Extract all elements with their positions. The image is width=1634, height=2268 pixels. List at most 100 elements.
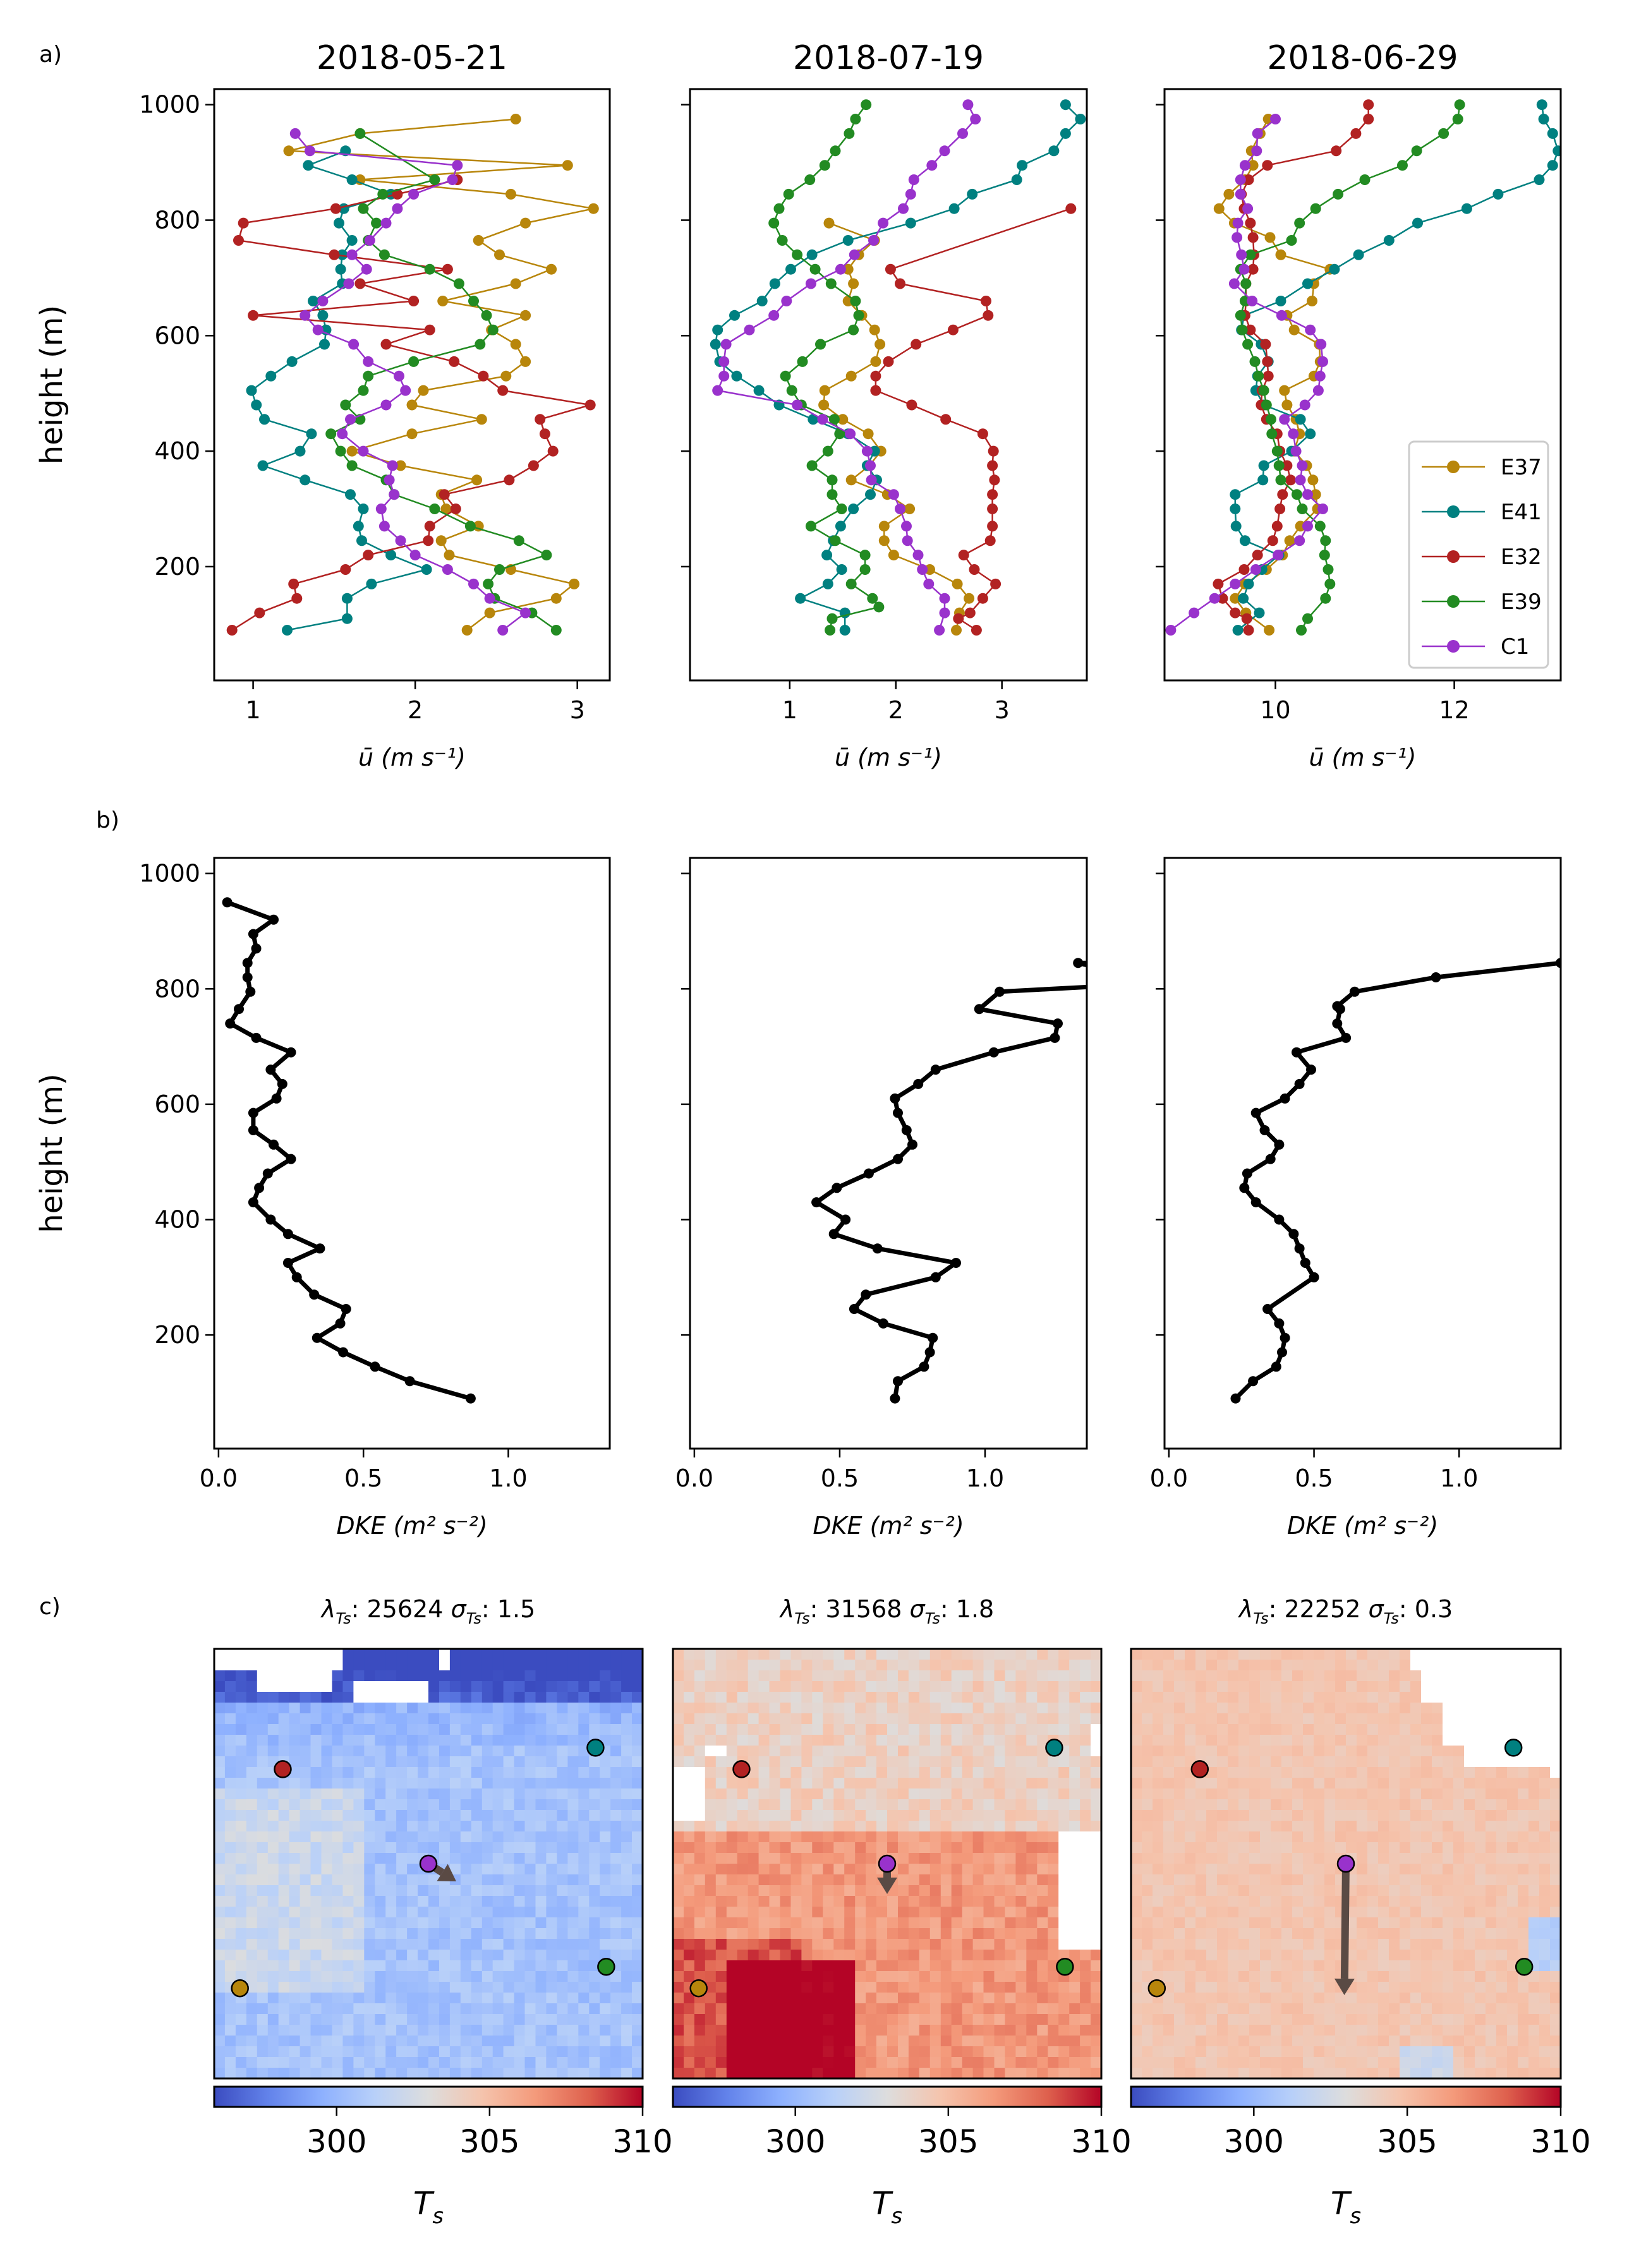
- map-cell: [524, 1950, 536, 1961]
- map-cell: [673, 1885, 684, 1897]
- map-cell: [278, 1950, 290, 1961]
- map-cell: [300, 1907, 312, 1918]
- map-cell: [994, 1649, 1006, 1660]
- data-point-e37: [569, 578, 580, 589]
- map-cell: [1357, 1864, 1368, 1875]
- data-point-e32: [1331, 145, 1342, 157]
- map-cell: [589, 1756, 600, 1768]
- map-cell: [524, 1874, 536, 1886]
- map-cell: [1206, 1821, 1218, 1832]
- map-cell: [726, 1982, 738, 1993]
- map-cell: [235, 1842, 247, 1854]
- data-point-e32: [449, 356, 460, 367]
- map-cell: [919, 2057, 931, 2068]
- data-point-e39: [804, 174, 816, 185]
- map-cell: [246, 1950, 258, 1961]
- map-cell: [439, 1713, 451, 1725]
- map-cell: [780, 1649, 792, 1660]
- map-cell: [1443, 1788, 1454, 1800]
- data-point-e32: [248, 310, 259, 321]
- map-cell: [1432, 1810, 1443, 1821]
- map-cell: [589, 1681, 600, 1692]
- map-cell: [557, 1692, 568, 1703]
- data-point-dke: [338, 1347, 349, 1358]
- map-cell: [1080, 2057, 1091, 2068]
- map-cell: [758, 1660, 770, 1671]
- map-cell: [876, 2068, 888, 2079]
- map-cell: [1539, 1810, 1551, 1821]
- map-cell: [578, 1982, 590, 1993]
- data-point-e37: [510, 114, 521, 124]
- map-cell: [1443, 1692, 1454, 1703]
- map-cell: [224, 1692, 236, 1703]
- map-cell: [715, 1735, 727, 1746]
- data-point-e37: [1230, 593, 1241, 604]
- map-cell: [449, 1896, 461, 1907]
- map-cell: [342, 1660, 354, 1671]
- map-cell: [310, 1982, 322, 1993]
- map-cell: [1475, 1842, 1486, 1854]
- plot-area: [1165, 99, 1561, 636]
- map-cell: [342, 1864, 354, 1875]
- map-cell: [1453, 1713, 1465, 1725]
- data-point-e39: [358, 385, 369, 396]
- data-point-e41: [1275, 296, 1286, 306]
- map-cell: [610, 1670, 622, 1682]
- map-cell: [1550, 1670, 1561, 1682]
- map-cell: [1389, 1864, 1400, 1875]
- map-cell: [1324, 1896, 1336, 1907]
- map-cell: [684, 1821, 695, 1832]
- data-point-c1: [1302, 521, 1313, 532]
- map-cell: [758, 1649, 770, 1660]
- map-cell: [257, 1713, 269, 1725]
- map-cell: [407, 2014, 418, 2025]
- map-cell: [801, 1703, 813, 1714]
- map-cell: [600, 1788, 611, 1800]
- map-cell: [332, 2068, 344, 2079]
- map-cell: [726, 1993, 738, 2004]
- map-cell: [1496, 1681, 1508, 1692]
- map-cell: [289, 1788, 301, 1800]
- map-cell: [758, 1735, 770, 1746]
- map-cell: [726, 1713, 738, 1725]
- data-point-e37: [818, 399, 830, 411]
- x-axis-label: DKE (m² s⁻²): [336, 1512, 487, 1540]
- map-cell: [600, 1939, 611, 1950]
- map-cell: [610, 1724, 622, 1735]
- map-cell: [1185, 1724, 1196, 1735]
- map-cell: [1005, 1939, 1016, 1950]
- data-point-e32: [947, 324, 959, 335]
- map-cell: [1153, 1692, 1164, 1703]
- map-cell: [481, 2046, 493, 2058]
- map-cell: [962, 2057, 974, 2068]
- data-point-e41: [836, 564, 847, 575]
- map-cell: [428, 1756, 440, 1768]
- map-cell: [600, 1950, 611, 1961]
- map-cell: [866, 1778, 877, 1789]
- map-cell: [747, 1993, 760, 2004]
- map-cell: [557, 2036, 568, 2047]
- map-cell: [1058, 2068, 1070, 2079]
- map-cell: [1453, 1885, 1465, 1897]
- data-point-c1: [878, 217, 889, 229]
- map-cell: [1037, 1788, 1048, 1800]
- map-cell: [1346, 1681, 1357, 1692]
- map-cell: [1005, 1713, 1016, 1725]
- map-cell: [1357, 1735, 1368, 1746]
- map-cell: [919, 2068, 931, 2079]
- map-cell: [1206, 1756, 1218, 1768]
- map-cell: [876, 2036, 888, 2047]
- map-cell: [321, 1703, 333, 1714]
- map-cell: [578, 1778, 590, 1789]
- map-cell: [812, 2003, 823, 2015]
- map-cell: [557, 1831, 568, 1843]
- map-cell: [812, 1939, 823, 1950]
- data-point-c1: [1230, 578, 1241, 589]
- map-cell: [396, 1971, 408, 1982]
- map-cell: [600, 2068, 611, 2079]
- data-point-e32: [1243, 174, 1254, 185]
- map-cell: [600, 1885, 611, 1897]
- map-cell: [1432, 1660, 1443, 1671]
- map-cell: [855, 2036, 866, 2047]
